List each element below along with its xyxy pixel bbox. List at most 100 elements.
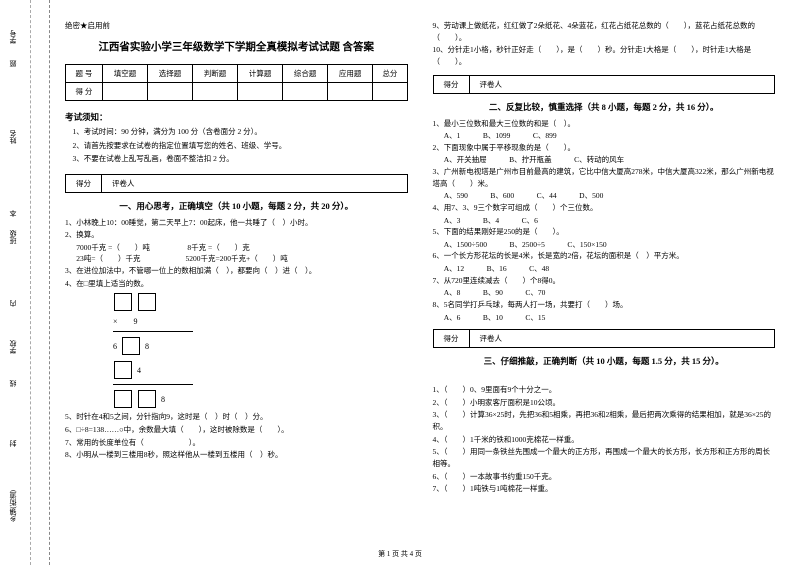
th-5: 综合题 bbox=[283, 65, 328, 83]
th-3: 判断题 bbox=[193, 65, 238, 83]
left-column: 绝密★启用前 江西省实验小学三年级数学下学期全真模拟考试试题 含答案 题 号 填… bbox=[65, 20, 408, 555]
digit-6: 6 bbox=[113, 342, 117, 351]
td-7 bbox=[373, 83, 407, 101]
digit-8: 8 bbox=[145, 342, 149, 351]
s1-q10: 10、分针走1小格，秒针正好走（ ），是（ ）秒。分针走1大格是（ ），时针走1… bbox=[433, 44, 776, 67]
bind-mark-nei: 内 bbox=[8, 300, 18, 307]
math-row4: 4 bbox=[65, 360, 408, 380]
s2-q8: 8、5名同学打乒乓球，每两人打一场，共要打（ ）场。 bbox=[433, 299, 776, 311]
scorebox3-defen: 得分 bbox=[434, 330, 470, 347]
notice-3: 3、不要在试卷上乱写乱画，卷面不整洁扣 2 分。 bbox=[65, 154, 408, 165]
bind-mark-ben: 本 bbox=[8, 210, 18, 217]
section3-scorebox: 得分 评卷人 bbox=[433, 329, 776, 348]
td-5 bbox=[283, 83, 328, 101]
s2-q2: 2、下面现象中属于平移现象的是（ ）。 bbox=[433, 142, 776, 154]
exam-title: 江西省实验小学三年级数学下学期全真模拟考试试题 含答案 bbox=[65, 39, 408, 54]
td-1 bbox=[102, 83, 147, 101]
math-row2: × 9 bbox=[65, 316, 408, 327]
s2-q3o: A、590 B、600 C、44 D、500 bbox=[433, 190, 776, 202]
s1-q4: 4、在□里填上适当的数。 bbox=[65, 278, 408, 290]
s1-q2a: 7000千克 =（ ）吨 8千克 =（ ）克 bbox=[65, 242, 408, 254]
secret-label: 绝密★启用前 bbox=[65, 20, 408, 31]
section1-title: 一、用心思考，正确填空（共 10 小题，每题 2 分，共 20 分）。 bbox=[65, 200, 408, 212]
th-0: 题 号 bbox=[66, 65, 103, 83]
bind-label-xuexiao: 学校 bbox=[8, 340, 18, 354]
s1-q3: 3、在进位加法中，不管哪一位上的数相加满（ ），都要向（ ）进（ ）。 bbox=[65, 265, 408, 277]
digit-4: 4 bbox=[137, 366, 141, 375]
s3-q6: 6、（ ）一本故事书约重150千克。 bbox=[433, 471, 776, 483]
s1-q6: 6、□÷8=138……○中，余数最大填（ ），这时被除数是（ ）。 bbox=[65, 424, 408, 436]
s3-q4: 4、（ ）1千米的铁和1000克棉花一样重。 bbox=[433, 434, 776, 446]
td-2 bbox=[148, 83, 193, 101]
scorebox2-pingjuan: 评卷人 bbox=[470, 76, 513, 93]
math-row1 bbox=[65, 292, 408, 312]
bind-mark-feng: 封 bbox=[8, 440, 18, 447]
scorebox-pingjuan: 评卷人 bbox=[102, 175, 145, 192]
notice-2: 2、请首先按要求在试卷的指定位置填写您的姓名、班级、学号。 bbox=[65, 141, 408, 152]
score-table: 题 号 填空题 选择题 判断题 计算题 综合题 应用题 总分 得 分 bbox=[65, 64, 408, 101]
notice-title: 考试须知： bbox=[65, 111, 408, 123]
math-row5: 8 bbox=[65, 389, 408, 409]
bind-label-xuehao: 学号 bbox=[8, 30, 18, 44]
digit-8b: 8 bbox=[161, 395, 165, 404]
s2-q6: 6、一个长方形花坛的长是4米，长是宽的2倍，花坛的面积是（ ）平方米。 bbox=[433, 250, 776, 262]
box5 bbox=[114, 390, 132, 408]
math-row3: 6 8 bbox=[65, 336, 408, 356]
box3 bbox=[122, 337, 140, 355]
s3-q5: 5、（ ）用同一条铁丝先围成一个最大的正方形，再围成一个最大的长方形，长方形和正… bbox=[433, 446, 776, 469]
s2-q8o: A、6 B、10 C、15 bbox=[433, 312, 776, 324]
bind-label-xiangzhen: 乡镇(街道) bbox=[8, 490, 18, 523]
scorebox2-defen: 得分 bbox=[434, 76, 470, 93]
scorebox3-pingjuan: 评卷人 bbox=[470, 330, 513, 347]
td-0: 得 分 bbox=[66, 83, 103, 101]
th-6: 应用题 bbox=[328, 65, 373, 83]
bind-mark-ti: 题 bbox=[8, 60, 18, 67]
s2-q1: 1、最小三位数和最大三位数的和是（ ）。 bbox=[433, 118, 776, 130]
math-line1 bbox=[113, 331, 193, 332]
th-2: 选择题 bbox=[148, 65, 193, 83]
s2-q5o: A、1500÷500 B、2500÷5 C、150×150 bbox=[433, 239, 776, 251]
s2-q1o: A、1 B、1099 C、899 bbox=[433, 130, 776, 142]
th-7: 总分 bbox=[373, 65, 407, 83]
th-4: 计算题 bbox=[238, 65, 283, 83]
s2-q6o: A、12 B、16 C、48 bbox=[433, 263, 776, 275]
bind-label-xingming: 姓名 bbox=[8, 130, 18, 144]
dotted-line bbox=[30, 0, 31, 565]
section1-scorebox: 得分 评卷人 bbox=[65, 174, 408, 193]
s1-q1: 1、小林晚上10：00睡觉，第二天早上7：00起床，他一共睡了（ ）小时。 bbox=[65, 217, 408, 229]
th-1: 填空题 bbox=[102, 65, 147, 83]
s1-q7: 7、常用的长度单位有（ ）。 bbox=[65, 437, 408, 449]
s1-q8: 8、小明从一楼到三楼用8秒，照这样他从一楼到五楼用（ ）秒。 bbox=[65, 449, 408, 461]
s1-q2b: 23吨=（ ）千克 5200千克=200千克+（ ）吨 bbox=[65, 253, 408, 265]
scorebox-defen: 得分 bbox=[66, 175, 102, 192]
main-content: 绝密★启用前 江西省实验小学三年级数学下学期全真模拟考试试题 含答案 题 号 填… bbox=[50, 0, 800, 565]
s2-q3: 3、广州新电视塔是广州市目前最高的建筑，它比中信大厦高278米，中信大厦高322… bbox=[433, 166, 776, 189]
section2-title: 二、反复比较，慎重选择（共 8 小题，每题 2 分，共 16 分）。 bbox=[433, 101, 776, 113]
box2 bbox=[138, 293, 156, 311]
s1-q2: 2、换算。 bbox=[65, 229, 408, 241]
section2-scorebox: 得分 评卷人 bbox=[433, 75, 776, 94]
s2-q5: 5、下面的结果刚好是250的是（ ）。 bbox=[433, 226, 776, 238]
s3-q7: 7、（ ）1吨铁与1吨棉花一样重。 bbox=[433, 483, 776, 495]
td-4 bbox=[238, 83, 283, 101]
s1-q9: 9、劳动课上做纸花，红红做了2朵纸花、4朵蓝花，红花占纸花总数的（ ），蓝花占纸… bbox=[433, 20, 776, 43]
bind-label-banji: 班级 bbox=[8, 230, 18, 244]
right-column: 9、劳动课上做纸花，红红做了2朵纸花、4朵蓝花，红花占纸花总数的（ ），蓝花占纸… bbox=[433, 20, 776, 555]
page-footer: 第 1 页 共 4 页 bbox=[0, 549, 800, 559]
s3-q1: 1、（ ）0、9里面有9个十分之一。 bbox=[433, 384, 776, 396]
s3-q2: 2、（ ）小明家客厅面积是10公顷。 bbox=[433, 397, 776, 409]
s1-q5: 5、时针在4和5之间，分针指向9，这时是（ ）时（ ）分。 bbox=[65, 411, 408, 423]
box4 bbox=[114, 361, 132, 379]
s2-q4o: A、3 B、4 C、6 bbox=[433, 215, 776, 227]
s3-q3: 3、（ ）计算36×25时，先把36和5相乘，再把36和2相乘，最后把两次乘得的… bbox=[433, 409, 776, 432]
notice-1: 1、考试时间：90 分钟，满分为 100 分（含卷面分 2 分）。 bbox=[65, 127, 408, 138]
spacer bbox=[433, 372, 776, 384]
math-line2 bbox=[113, 384, 193, 385]
bind-mark-xian: 线 bbox=[8, 380, 18, 387]
s2-q2o: A、开关抽屉 B、拧开瓶盖 C、转动的风车 bbox=[433, 154, 776, 166]
box1 bbox=[114, 293, 132, 311]
box6 bbox=[138, 390, 156, 408]
binding-margin: 学号 题 姓名 本 班级 内 学校 线 封 乡镇(街道) bbox=[0, 0, 50, 565]
td-6 bbox=[328, 83, 373, 101]
s2-q4: 4、用7、3、9三个数字可组成（ ）个三位数。 bbox=[433, 202, 776, 214]
